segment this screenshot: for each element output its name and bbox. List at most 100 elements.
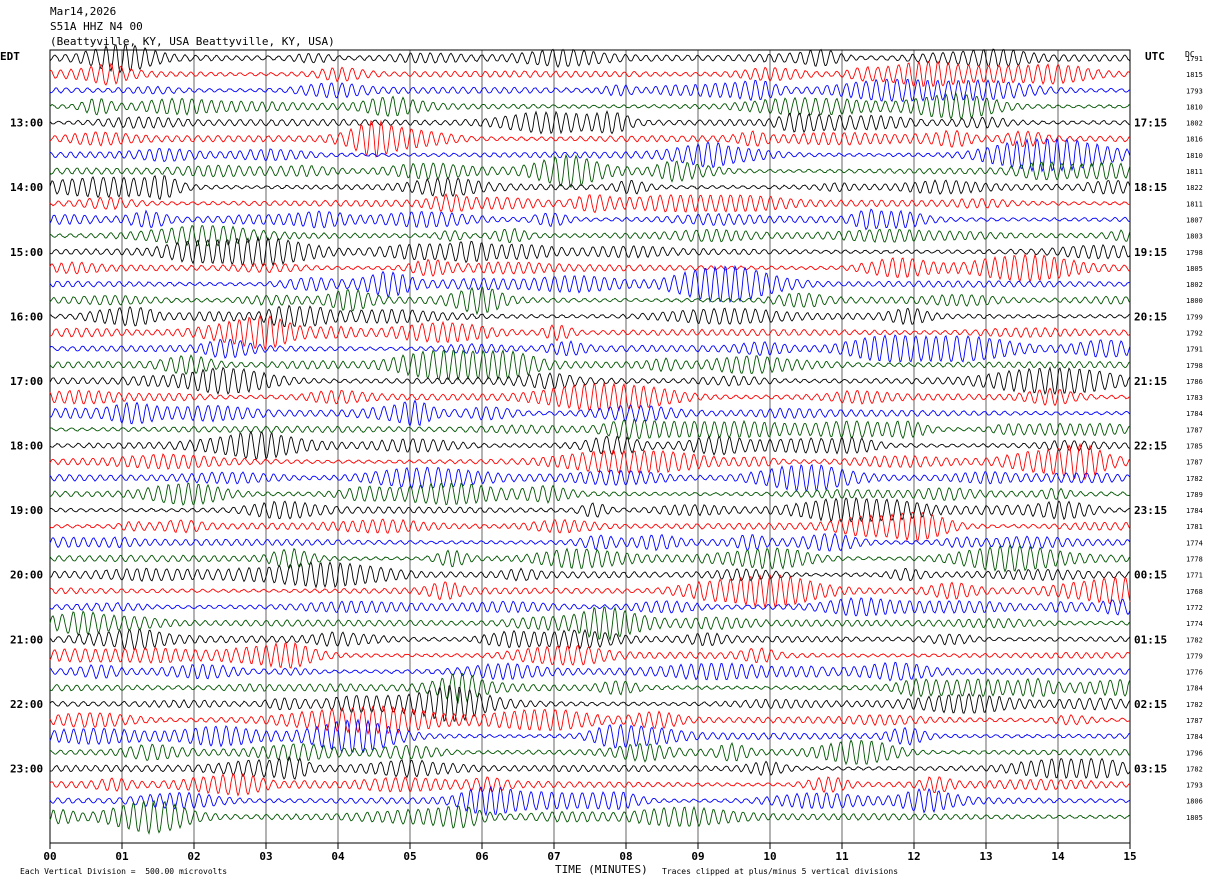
- x-tick-label: 07: [547, 850, 560, 863]
- dc-offset-label: 1782: [1186, 636, 1203, 644]
- trace-black: [49, 43, 1131, 74]
- trace-red: [49, 381, 1131, 412]
- trace-red: [49, 253, 1131, 283]
- dc-offset-label: 1806: [1186, 798, 1203, 806]
- dc-offset-label: 1779: [1186, 652, 1203, 660]
- trace-blue: [49, 532, 1131, 552]
- dc-offset-label: 1802: [1186, 120, 1203, 128]
- right-hour-label: 21:15: [1134, 375, 1167, 388]
- dc-offset-label: 1800: [1186, 297, 1203, 305]
- dc-offset-label: 1785: [1186, 443, 1203, 451]
- dc-offset-label: 1822: [1186, 184, 1203, 192]
- dc-offset-label: 1771: [1186, 572, 1203, 580]
- trace-blue: [49, 78, 1131, 103]
- dc-offset-label: 1774: [1186, 620, 1203, 628]
- dc-offset-label: 1784: [1186, 507, 1203, 515]
- dc-offset-label: 1787: [1186, 426, 1203, 434]
- dc-offset-label: 1784: [1186, 410, 1203, 418]
- trace-black: [49, 235, 1131, 268]
- dc-offset-label: 1782: [1186, 475, 1203, 483]
- trace-green: [49, 606, 1131, 642]
- x-tick-label: 13: [979, 850, 992, 863]
- left-hour-label: 17:00: [10, 375, 43, 388]
- dc-offset-label: 1784: [1186, 685, 1203, 693]
- trace-black: [49, 366, 1131, 396]
- trace-green: [49, 739, 1131, 766]
- trace-black: [49, 628, 1131, 651]
- x-tick-label: 10: [763, 850, 776, 863]
- dc-offset-label: 1768: [1186, 588, 1203, 596]
- right-hour-label: 22:15: [1134, 440, 1167, 453]
- left-hour-label: 13:00: [10, 117, 43, 130]
- right-hour-label: 03:15: [1134, 762, 1167, 775]
- dc-offset-label: 1802: [1186, 281, 1203, 289]
- left-hour-label: 16:00: [10, 310, 43, 323]
- x-tick-label: 05: [403, 850, 416, 863]
- trace-red: [49, 641, 1131, 669]
- station-channel: S51A HHZ N4 00: [50, 20, 143, 33]
- dc-offset-label: 1807: [1186, 216, 1203, 224]
- dc-offset-label: 1793: [1186, 782, 1203, 790]
- right-hour-label: 19:15: [1134, 246, 1167, 259]
- x-tick-label: 11: [835, 850, 849, 863]
- dc-offset-label: 1793: [1186, 87, 1203, 95]
- x-tick-label: 03: [259, 850, 272, 863]
- trace-green: [49, 418, 1131, 441]
- left-hour-label: 18:00: [10, 440, 43, 453]
- x-tick-label: 02: [187, 850, 200, 863]
- dc-offset-label: 1786: [1186, 378, 1203, 386]
- right-hour-label: 01:15: [1134, 633, 1167, 646]
- dc-offset-label: 1811: [1186, 200, 1203, 208]
- plot-frame: [49, 49, 1131, 844]
- trace-red: [49, 442, 1131, 481]
- dc-offset-label: 1787: [1186, 459, 1203, 467]
- right-hour-label: 00:15: [1134, 569, 1167, 582]
- dc-offset-label: 1783: [1186, 394, 1203, 402]
- trace-green: [49, 543, 1131, 573]
- trace-blue: [49, 264, 1131, 303]
- trace-blue: [49, 334, 1131, 363]
- trace-black: [49, 175, 1131, 201]
- trace-black: [49, 430, 1131, 461]
- dc-offset-label: 1805: [1186, 814, 1203, 822]
- trace-red: [49, 119, 1131, 158]
- trace-red: [49, 60, 1131, 88]
- x-tick-label: 00: [43, 850, 56, 863]
- trace-green: [49, 482, 1131, 506]
- left-hour-label: 19:00: [10, 504, 43, 517]
- right-hour-label: 02:15: [1134, 698, 1167, 711]
- right-hour-label: 20:15: [1134, 310, 1167, 323]
- trace-red: [49, 314, 1131, 351]
- dc-offset-label: 1776: [1186, 669, 1203, 677]
- trace-blue: [49, 661, 1131, 682]
- trace-green: [49, 349, 1131, 381]
- dc-offset-label: 1810: [1186, 103, 1203, 111]
- dc-offset-label: 1798: [1186, 362, 1203, 370]
- trace-blue: [49, 137, 1131, 173]
- left-hour-label: 23:00: [10, 762, 43, 775]
- trace-green: [49, 672, 1131, 704]
- dc-offset-label: 1782: [1186, 701, 1203, 709]
- dc-offset-label: 1781: [1186, 523, 1203, 531]
- x-axis-title: TIME (MINUTES): [555, 863, 648, 876]
- left-hour-label: 21:00: [10, 633, 43, 646]
- dc-offset-label: 1816: [1186, 136, 1203, 144]
- trace-green: [49, 92, 1131, 120]
- dc-offset-label: 1784: [1186, 733, 1203, 741]
- dc-offset-label: 1791: [1186, 55, 1203, 63]
- station-location: (Beattyville, KY, USA Beattyville, KY, U…: [50, 35, 335, 48]
- trace-green: [49, 285, 1131, 316]
- left-hour-label: 15:00: [10, 246, 43, 259]
- trace-blue: [49, 463, 1131, 492]
- dc-offset-label: 1815: [1186, 71, 1203, 79]
- scale-note: Each Vertical Division = 500.00 microvol…: [20, 867, 228, 876]
- left-hour-label: 22:00: [10, 698, 43, 711]
- dc-offset-label: 1789: [1186, 491, 1203, 499]
- dc-offset-label: 1791: [1186, 346, 1203, 354]
- trace-black: [49, 304, 1131, 327]
- trace-black: [49, 110, 1131, 135]
- trace-red: [49, 193, 1131, 214]
- trace-black: [49, 561, 1131, 589]
- x-tick-label: 06: [475, 850, 489, 863]
- trace-green: [49, 224, 1131, 247]
